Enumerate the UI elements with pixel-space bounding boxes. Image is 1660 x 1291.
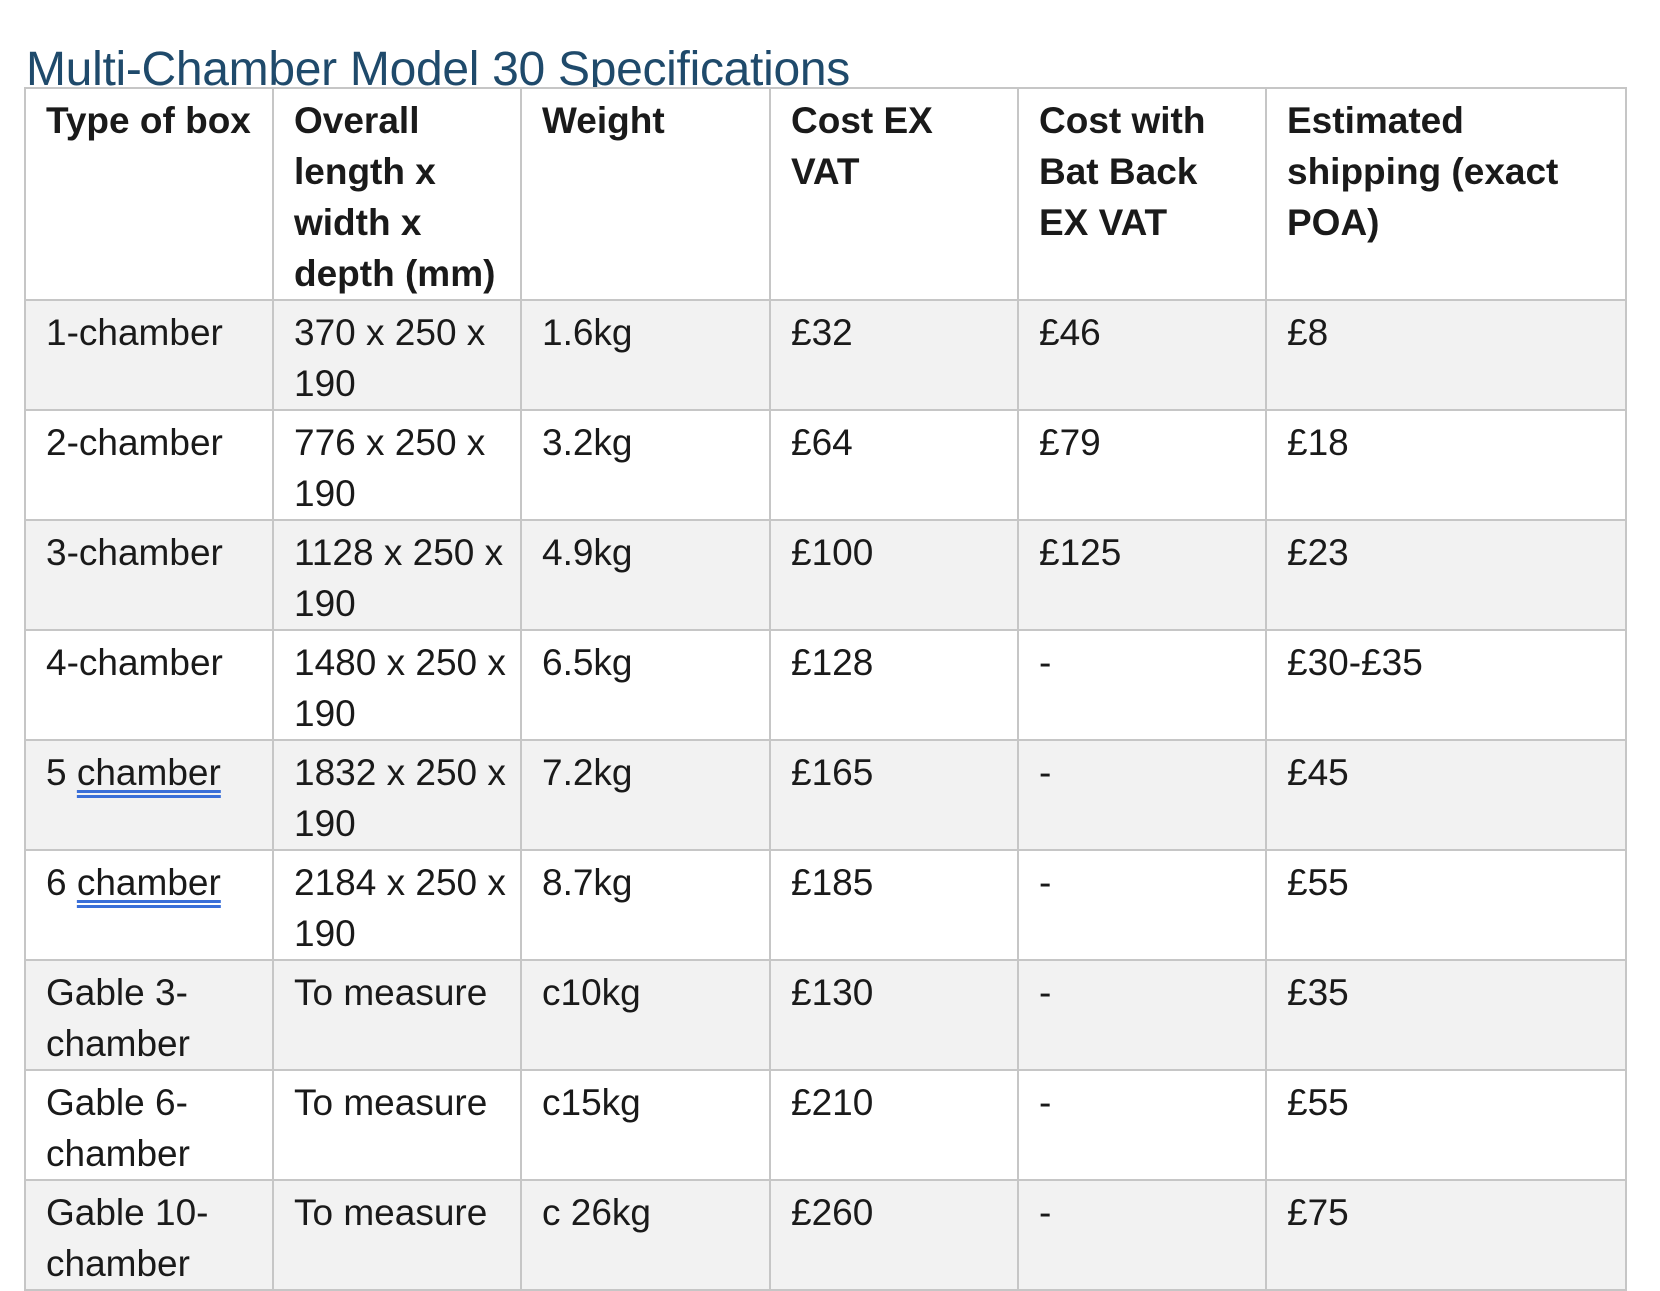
cost-bat-back-cell: £79 bbox=[1017, 409, 1267, 521]
weight-cell: c10kg bbox=[520, 959, 771, 1071]
type-cell: 2-chamber bbox=[24, 409, 274, 521]
type-text: 1-chamber bbox=[46, 312, 223, 353]
cost-bat-back-cell: - bbox=[1017, 1179, 1267, 1291]
type-text: 4-chamber bbox=[46, 642, 223, 683]
header-dimensions: Overall length x width x depth (mm) bbox=[272, 87, 522, 301]
shipping-cell: £8 bbox=[1265, 299, 1627, 411]
type-text-spellcheck: chamber bbox=[76, 862, 221, 903]
weight-cell: 1.6kg bbox=[520, 299, 771, 411]
cost-cell: £100 bbox=[769, 519, 1019, 631]
weight-cell: 7.2kg bbox=[520, 739, 771, 851]
header-cost-ex-vat: Cost EX VAT bbox=[769, 87, 1019, 301]
table-header-row: Type of box Overall length x width x dep… bbox=[24, 87, 1627, 301]
type-cell: 6 chamber bbox=[24, 849, 274, 961]
cost-bat-back-cell: - bbox=[1017, 849, 1267, 961]
dimensions-cell: To measure bbox=[272, 1179, 522, 1291]
table-row: 2-chamber 776 x 250 x 190 3.2kg £64 £79 £18 bbox=[24, 409, 1627, 521]
weight-cell: c15kg bbox=[520, 1069, 771, 1181]
cost-cell: £128 bbox=[769, 629, 1019, 741]
cost-cell: £260 bbox=[769, 1179, 1019, 1291]
type-prefix: 5 bbox=[46, 752, 77, 793]
header-cost-bat-back: Cost with Bat Back EX VAT bbox=[1017, 87, 1267, 301]
shipping-cell: £75 bbox=[1265, 1179, 1627, 1291]
cost-bat-back-cell: £125 bbox=[1017, 519, 1267, 631]
cost-cell: £210 bbox=[769, 1069, 1019, 1181]
dimensions-cell: 1832 x 250 x 190 bbox=[272, 739, 522, 851]
table-row: 3-chamber 1128 x 250 x 190 4.9kg £100 £125 £2… bbox=[24, 519, 1627, 631]
dimensions-cell: 776 x 250 x 190 bbox=[272, 409, 522, 521]
type-prefix: 6 bbox=[46, 862, 77, 903]
cost-cell: £130 bbox=[769, 959, 1019, 1071]
type-cell: 5 chamber bbox=[24, 739, 274, 851]
dimensions-cell: 1480 x 250 x 190 bbox=[272, 629, 522, 741]
cost-cell: £64 bbox=[769, 409, 1019, 521]
cost-cell: £185 bbox=[769, 849, 1019, 961]
cost-cell: £32 bbox=[769, 299, 1019, 411]
header-type-of-box: Type of box bbox=[24, 87, 274, 301]
weight-cell: 6.5kg bbox=[520, 629, 771, 741]
shipping-cell: £35 bbox=[1265, 959, 1627, 1071]
shipping-cell: £23 bbox=[1265, 519, 1627, 631]
shipping-cell: £55 bbox=[1265, 849, 1627, 961]
type-cell: Gable 6-chamber bbox=[24, 1069, 274, 1181]
type-text: Gable 6-chamber bbox=[46, 1082, 190, 1174]
table-row: 6 chamber 2184 x 250 x 190 8.7kg £185- £55 bbox=[24, 849, 1627, 961]
header-estimated-shipping: Estimated shipping (exact POA) bbox=[1265, 87, 1627, 301]
header-weight: Weight bbox=[520, 87, 771, 301]
table-row: 4-chamber 1480 x 250 x 190 6.5kg £128- £30-£… bbox=[24, 629, 1627, 741]
type-text: Gable 3-chamber bbox=[46, 972, 190, 1064]
type-cell: Gable 3-chamber bbox=[24, 959, 274, 1071]
dimensions-cell: 2184 x 250 x 190 bbox=[272, 849, 522, 961]
dimensions-cell: To measure bbox=[272, 959, 522, 1071]
type-cell: 3-chamber bbox=[24, 519, 274, 631]
shipping-cell: £55 bbox=[1265, 1069, 1627, 1181]
cost-bat-back-cell: - bbox=[1017, 1069, 1267, 1181]
weight-cell: c 26kg bbox=[520, 1179, 771, 1291]
shipping-cell: £45 bbox=[1265, 739, 1627, 851]
weight-cell: 3.2kg bbox=[520, 409, 771, 521]
table-row: 1-chamber 370 x 250 x 190 1.6kg £32 £46 £8 bbox=[24, 299, 1627, 411]
specifications-table: Type of box Overall length x width x dep… bbox=[24, 87, 1627, 1291]
cost-bat-back-cell: - bbox=[1017, 959, 1267, 1071]
table-row: Gable 3-chamber To measure c10kg £130- £35 bbox=[24, 959, 1627, 1071]
shipping-cell: £30-£35 bbox=[1265, 629, 1627, 741]
type-cell: 4-chamber bbox=[24, 629, 274, 741]
shipping-cell: £18 bbox=[1265, 409, 1627, 521]
weight-cell: 8.7kg bbox=[520, 849, 771, 961]
dimensions-cell: To measure bbox=[272, 1069, 522, 1181]
cost-bat-back-cell: - bbox=[1017, 629, 1267, 741]
dimensions-cell: 1128 x 250 x 190 bbox=[272, 519, 522, 631]
table-row: Gable 6-chamber To measure c15kg £210- £55 bbox=[24, 1069, 1627, 1181]
table-row: 5 chamber 1832 x 250 x 190 7.2kg £165- £45 bbox=[24, 739, 1627, 851]
type-text: Gable 10-chamber bbox=[46, 1192, 209, 1284]
weight-cell: 4.9kg bbox=[520, 519, 771, 631]
type-cell: Gable 10-chamber bbox=[24, 1179, 274, 1291]
dimensions-cell: 370 x 250 x 190 bbox=[272, 299, 522, 411]
cost-cell: £165 bbox=[769, 739, 1019, 851]
cost-bat-back-cell: £46 bbox=[1017, 299, 1267, 411]
type-cell: 1-chamber bbox=[24, 299, 274, 411]
type-text: 2-chamber bbox=[46, 422, 223, 463]
cost-bat-back-cell: - bbox=[1017, 739, 1267, 851]
type-text: 3-chamber bbox=[46, 532, 223, 573]
table-row: Gable 10-chamber To measure c 26kg £260- £75 bbox=[24, 1179, 1627, 1291]
type-text-spellcheck: chamber bbox=[76, 752, 221, 793]
